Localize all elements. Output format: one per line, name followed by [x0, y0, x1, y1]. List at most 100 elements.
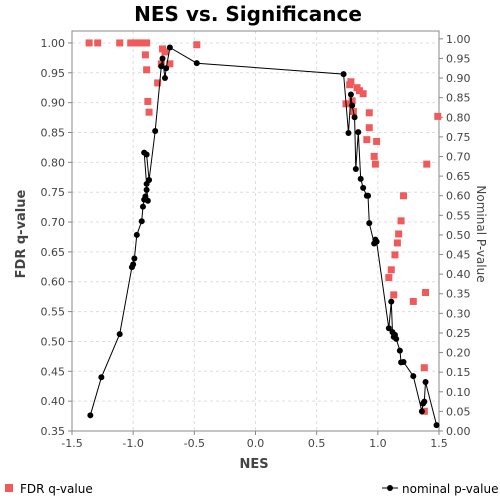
fdr-point [116, 39, 124, 47]
y-tick-label: 0.80 [41, 156, 66, 169]
fdr-point [391, 251, 399, 259]
fdr-point [420, 364, 428, 372]
y2-tick-label: 0.70 [446, 150, 471, 163]
fdr-point [94, 39, 102, 47]
pvalue-point [143, 186, 150, 193]
pvalue-point [133, 231, 140, 238]
pvalue-point [131, 255, 138, 262]
y-tick-label: 0.70 [41, 216, 66, 229]
fdr-point [385, 274, 393, 282]
fdr-point [127, 39, 135, 47]
y-tick-label: 0.50 [41, 335, 66, 348]
y2-tick-label: 0.45 [446, 249, 471, 262]
y-tick-label: 0.90 [41, 97, 66, 110]
y2-tick-label: 0.15 [446, 366, 471, 379]
fdr-point [363, 136, 371, 144]
y2-axis-label: Nominal P-value [474, 185, 488, 282]
fdr-point [143, 39, 151, 47]
x-tick-label: 0.5 [308, 437, 326, 450]
x-tick-label: -1.5 [61, 437, 82, 450]
y-axis-label: FDR q-value [14, 189, 29, 278]
pvalue-point [193, 60, 200, 67]
pvalue-point [98, 374, 105, 381]
fdr-point [347, 78, 355, 86]
series [85, 39, 442, 429]
pvalue-point [138, 218, 145, 225]
fdr-point [85, 39, 93, 47]
x-tick-label: 1.5 [430, 437, 448, 450]
fdr-point [387, 266, 395, 274]
fdr-point [390, 291, 398, 299]
pvalue-point [422, 378, 429, 385]
series-1 [87, 44, 440, 429]
y2-tick-label: 0.50 [446, 229, 471, 242]
y-tick-label: 0.65 [41, 246, 66, 259]
y-tick-label: 0.85 [41, 126, 66, 139]
pvalue-point [400, 358, 407, 365]
pvalue-point [345, 129, 352, 136]
y2-tick-label: 0.60 [446, 190, 471, 203]
pvalue-point [158, 63, 165, 70]
fdr-point [359, 90, 367, 98]
fdr-point [348, 97, 356, 105]
pvalue-point [87, 412, 94, 419]
pvalue-point [385, 325, 392, 332]
fdr-point [143, 66, 151, 74]
pvalue-point [418, 408, 425, 415]
pvalue-point [357, 175, 364, 182]
y-tick-label: 0.95 [41, 67, 66, 80]
pvalue-point [351, 114, 358, 121]
y-tick-label: 1.00 [41, 37, 66, 50]
y2-tick-label: 0.20 [446, 347, 471, 360]
pvalue-point [144, 197, 151, 204]
fdr-point [397, 217, 405, 225]
y2-tick-label: 0.25 [446, 327, 471, 340]
y-tick-label: 0.45 [41, 365, 66, 378]
fdr-point [400, 192, 408, 200]
pvalue-point [139, 203, 146, 210]
y-tick-label: 0.40 [41, 395, 66, 408]
fdr-point [423, 160, 431, 168]
pvalue-point [373, 238, 380, 245]
y2-tick-label: 0.75 [446, 131, 471, 144]
y-tick-label: 0.55 [41, 306, 66, 319]
fdr-point [409, 297, 417, 305]
fdr-point [434, 112, 442, 120]
y2-tick-label: 0.10 [446, 386, 471, 399]
series-line [89, 46, 438, 426]
fdr-point [133, 39, 141, 47]
pvalue-point [159, 55, 166, 62]
y2-tick-label: 0.95 [446, 52, 471, 65]
fdr-point [145, 108, 153, 116]
fdr-point [373, 137, 381, 145]
pvalue-point [366, 220, 373, 227]
pvalue-point [163, 65, 170, 72]
x-tick-label: -1.0 [122, 437, 143, 450]
chart-title: NES vs. Significance [134, 2, 362, 26]
pvalue-point [410, 373, 417, 380]
fdr-point [370, 152, 378, 160]
legend-label-fdr: FDR q-value [20, 482, 93, 496]
pvalue-point [146, 177, 153, 184]
y2-tick-label: 0.65 [446, 170, 471, 183]
x-axis-ticks: -1.5 -1.0 -0.5 0.0 0.5 1.0 1.5 [61, 431, 448, 450]
pvalue-point [152, 128, 159, 134]
y-axis-ticks: 0.35 0.40 0.45 0.50 0.55 0.60 0.65 0.70 0.75 0.80… [41, 37, 72, 438]
fdr-point [365, 109, 373, 117]
x-tick-label: 1.0 [369, 437, 387, 450]
pvalue-point [143, 151, 150, 158]
y2-tick-label: 0.30 [446, 307, 471, 320]
pvalue-point [340, 71, 347, 78]
y2-tick-label: 0.05 [446, 405, 471, 418]
y2-tick-label: 0.80 [446, 111, 471, 124]
fdr-point [365, 124, 373, 132]
pvalue-point [393, 335, 400, 342]
fdr-point [166, 60, 174, 68]
pvalue-point [347, 91, 354, 98]
fdr-point [371, 160, 379, 168]
y2-tick-label: 0.55 [446, 209, 471, 222]
y-tick-label: 0.75 [41, 186, 66, 199]
x-tick-label: -0.5 [184, 437, 205, 450]
pvalue-point [365, 192, 372, 199]
